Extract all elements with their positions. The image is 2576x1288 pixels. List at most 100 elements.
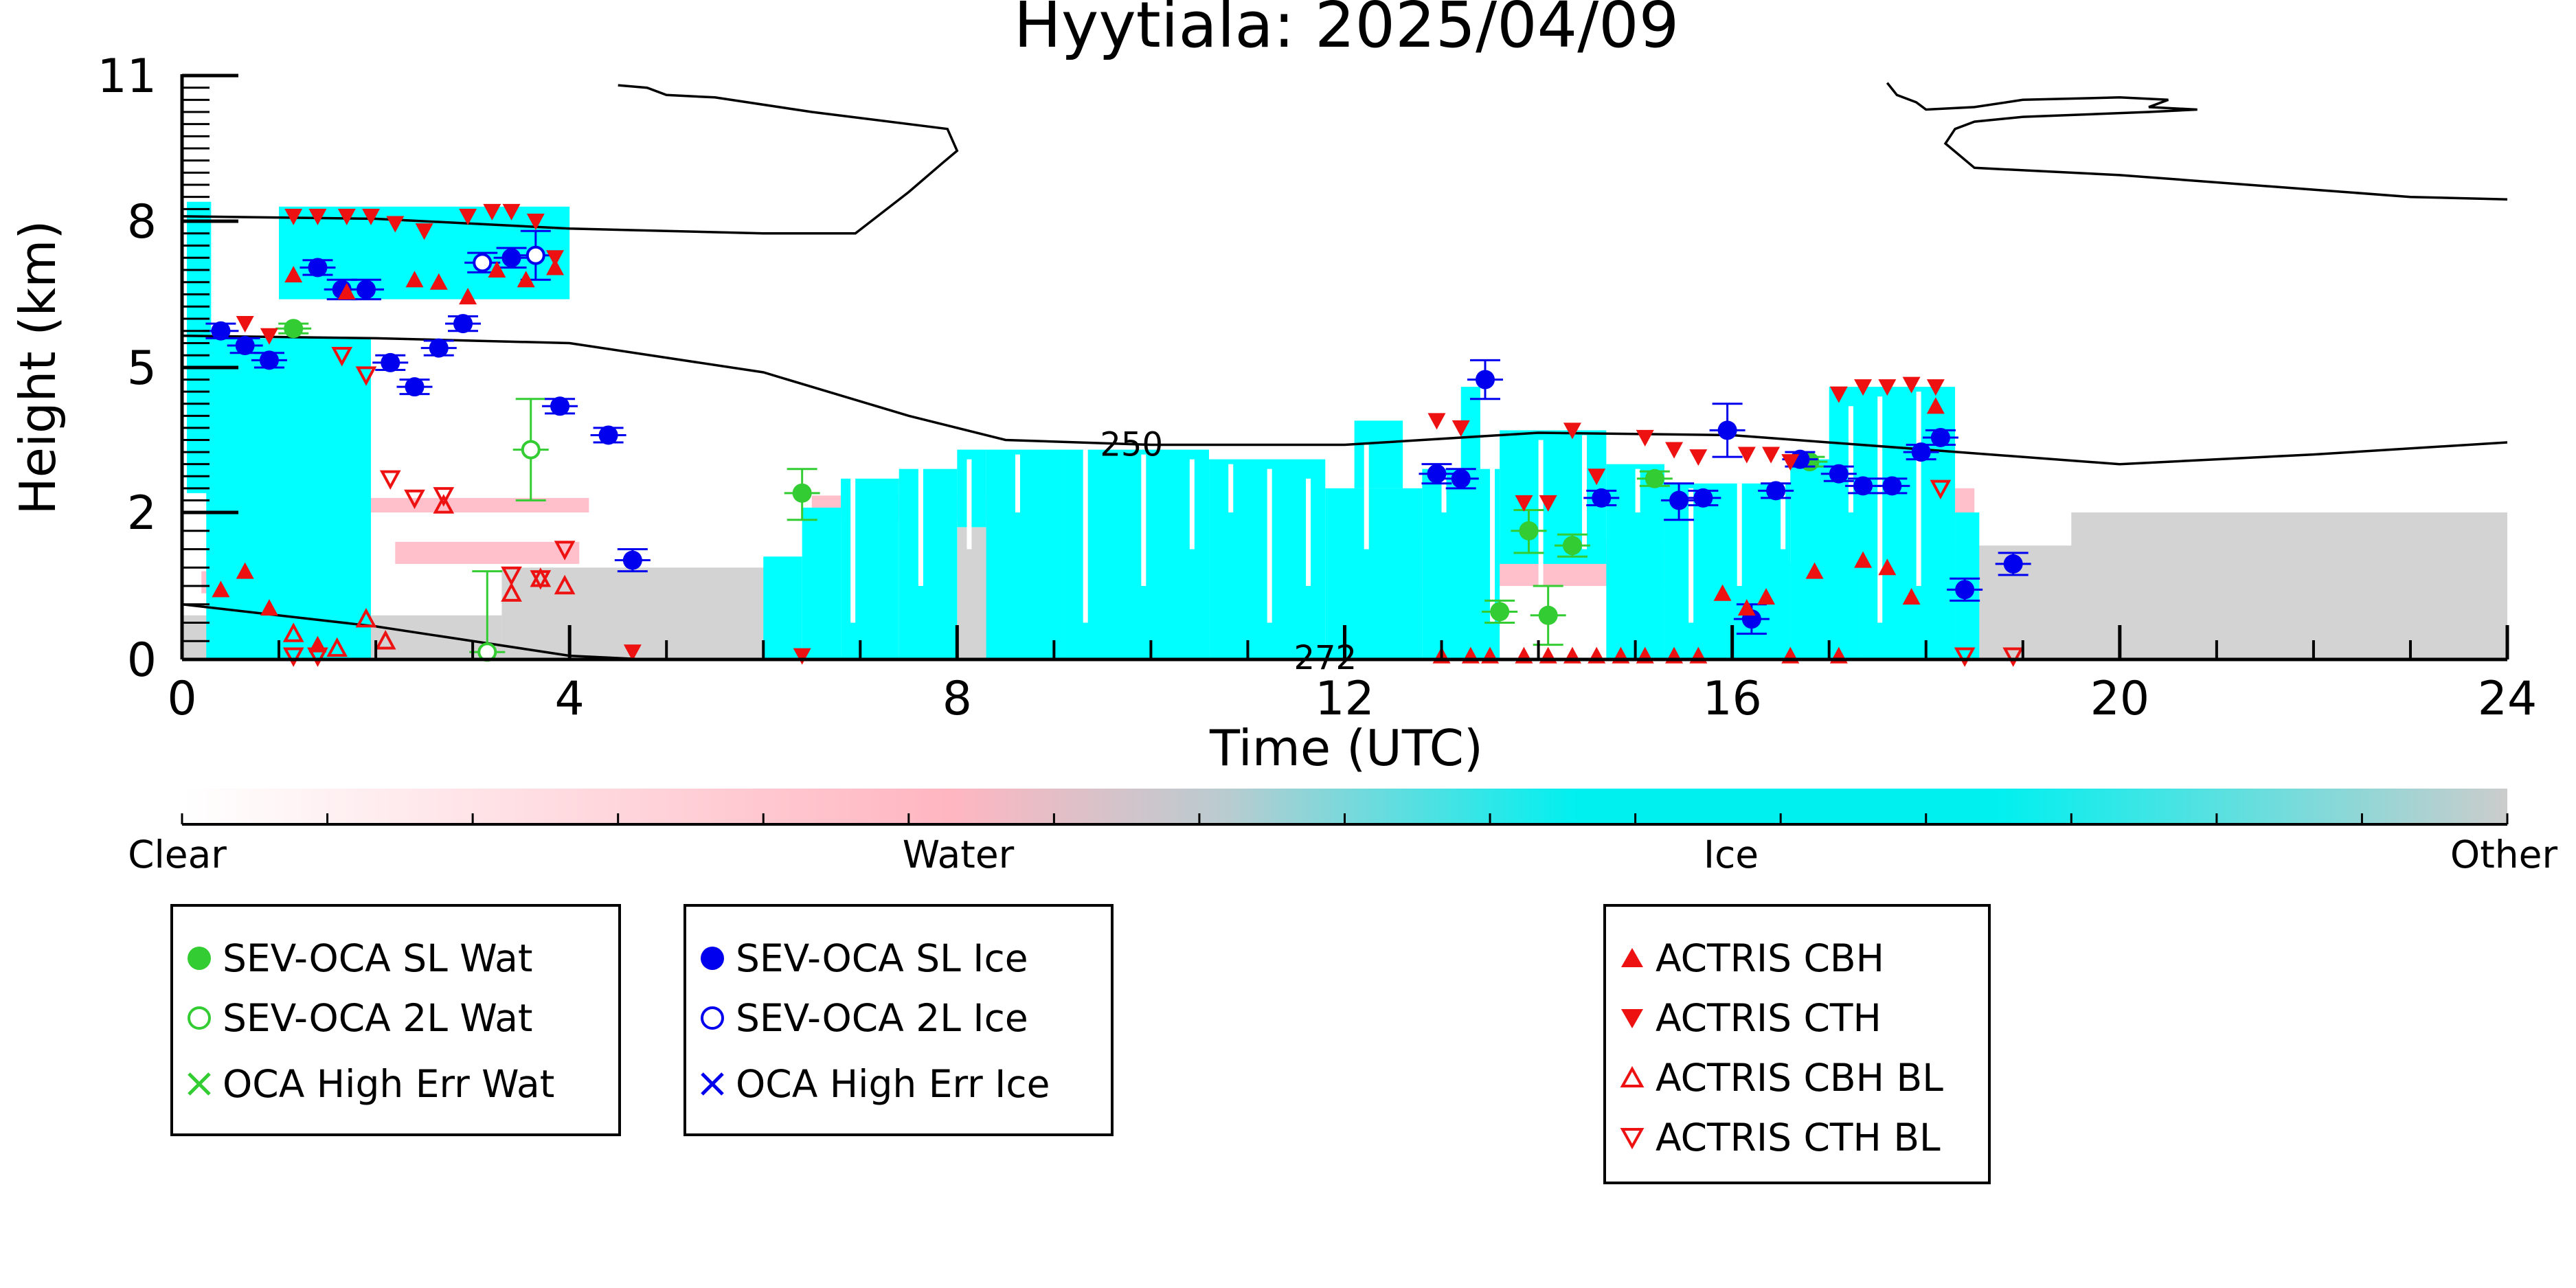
x-tick-label: 12 — [1315, 672, 1375, 726]
cloud-mask-region — [1422, 468, 1500, 659]
actris-cth-point — [284, 208, 303, 225]
y-tick-label: 11 — [97, 49, 157, 104]
y-axis-label: Height (km) — [9, 221, 67, 515]
triangle-up-open-icon — [1620, 1065, 1645, 1087]
actris-cbh-bl-point — [355, 607, 377, 628]
chart-title: Hyytiala: 2025/04/09 — [1014, 0, 1680, 62]
cloud-mask-gap — [967, 459, 972, 550]
actris-cbh-point — [459, 288, 477, 305]
sev-oca-sl-wat-point — [1519, 521, 1539, 541]
cloud-mask-region — [1354, 420, 1403, 488]
actris-cth-point — [1515, 495, 1533, 512]
actris-cth-bl-point — [282, 647, 304, 667]
legend-label: OCA High Err Wat — [223, 1062, 555, 1106]
actris-cbh-bl-point — [433, 494, 455, 514]
cloud-mask-region — [187, 201, 212, 493]
sev-oca-sl-ice-point — [381, 352, 400, 372]
actris-cth-point — [236, 316, 254, 333]
x-tick-label: 24 — [2478, 672, 2538, 726]
x-tick-label: 20 — [2090, 672, 2150, 726]
actris-cth-point — [1829, 386, 1848, 403]
cloud-mask-gap — [1538, 440, 1544, 586]
sev-oca-sl-ice-point — [501, 248, 521, 268]
actris-cbh-point — [1878, 558, 1897, 576]
sev-oca-sl-ice-point — [622, 550, 642, 570]
actris-cbh-point — [1926, 397, 1945, 414]
actris-cth-point — [502, 203, 521, 221]
sev-oca-2l-ice-point — [526, 245, 545, 265]
actris-cbh-point — [546, 258, 565, 275]
actris-cbh-point — [236, 562, 254, 579]
y-tick-label: 8 — [127, 195, 157, 249]
x-tick-label: 4 — [555, 672, 585, 726]
sev-oca-sl-ice-point — [1911, 442, 1931, 462]
actris-cth-point — [1588, 468, 1606, 486]
legend-label: SEV-OCA 2L Ice — [736, 996, 1028, 1040]
cloud-mask-region — [986, 449, 1064, 659]
actris-cth-point — [1689, 449, 1708, 466]
y-tick-label: 2 — [127, 486, 157, 541]
sev-oca-sl-ice-point — [429, 338, 449, 358]
cloud-mask-region — [1325, 488, 1423, 659]
actris-cth-point — [623, 644, 642, 662]
isotherm-line — [182, 335, 2507, 466]
actris-cth-point — [260, 328, 278, 345]
actris-cth-point — [362, 208, 381, 225]
sev-oca-sl-ice-point — [1669, 490, 1689, 510]
sev-oca-sl-ice-point — [1427, 464, 1447, 484]
sev-oca-sl-ice-point — [1476, 370, 1495, 389]
sev-oca-sl-ice-point — [1766, 481, 1786, 501]
actris-cth-bl-point — [404, 489, 425, 510]
legend-label: ACTRIS CTH — [1656, 996, 1882, 1040]
actris-cth-point — [1902, 376, 1921, 394]
actris-cbh-point — [260, 599, 278, 616]
cloud-mask-region — [957, 449, 986, 528]
cloud-mask-region — [2071, 512, 2507, 550]
legend-water: SEV-OCA SL Wat SEV-OCA 2L Wat OCA High E… — [170, 904, 621, 1136]
actris-cth-bl-point — [433, 487, 455, 507]
colorbar-label-other: Other — [2450, 833, 2558, 877]
sev-oca-sl-ice-point — [211, 321, 231, 341]
cloud-mask-gap — [1877, 396, 1883, 623]
actris-cbh-point — [1713, 584, 1732, 601]
actris-cth-point — [1737, 447, 1756, 464]
actris-cth-point — [1781, 454, 1800, 471]
sev-oca-sl-wat-point — [284, 319, 304, 339]
actris-cth-point — [1539, 495, 1557, 512]
actris-cbh-point — [1854, 551, 1873, 568]
x-mark-icon — [188, 1072, 211, 1096]
cloud-mask-gap — [1141, 454, 1146, 586]
cloud-mask-gap — [1228, 464, 1234, 512]
actris-cth-bl-point — [1954, 647, 1976, 667]
isotherm-line — [182, 84, 959, 235]
actris-cbh-bl-point — [501, 582, 522, 602]
legend-label: OCA High Err Ice — [736, 1062, 1050, 1106]
sev-oca-sl-wat-point — [1645, 468, 1664, 488]
sev-oca-sl-ice-point — [1882, 476, 1902, 496]
actris-cth-point — [1427, 413, 1446, 430]
x-tick-label: 0 — [167, 672, 196, 726]
actris-cth-bl-point — [307, 647, 328, 667]
actris-cth-point — [1636, 429, 1654, 447]
cloud-mask-region — [763, 556, 802, 659]
axis-ticks: 0 4 8 12 16 20 24 0 2 5 8 11 — [97, 49, 2537, 726]
cloud-mask-gap — [1083, 449, 1088, 623]
y-tick-label: 5 — [127, 341, 157, 396]
sev-oca-sl-ice-point — [356, 280, 376, 300]
actris-cth-point — [337, 208, 356, 225]
triangle-down-open-icon — [1620, 1128, 1645, 1150]
legend-actris: ACTRIS CBH ACTRIS CTH ACTRIS CBH BL ACTR… — [1603, 904, 1991, 1184]
colorbar-label-water: Water — [903, 833, 1015, 877]
legend-label: SEV-OCA 2L Wat — [223, 996, 533, 1040]
actris-cth-point — [1878, 379, 1897, 396]
cloud-mask-region — [206, 338, 372, 659]
actris-cth-bl-point — [1930, 479, 1952, 500]
cloud-mask-gap — [1490, 440, 1495, 623]
sev-oca-sl-ice-point — [1592, 488, 1612, 508]
cloud-mask-gap — [1582, 435, 1588, 550]
actris-cth-point — [308, 208, 327, 225]
actris-cth-point — [546, 250, 565, 267]
actris-cth-point — [386, 216, 405, 233]
sev-oca-sl-ice-point — [405, 377, 425, 397]
